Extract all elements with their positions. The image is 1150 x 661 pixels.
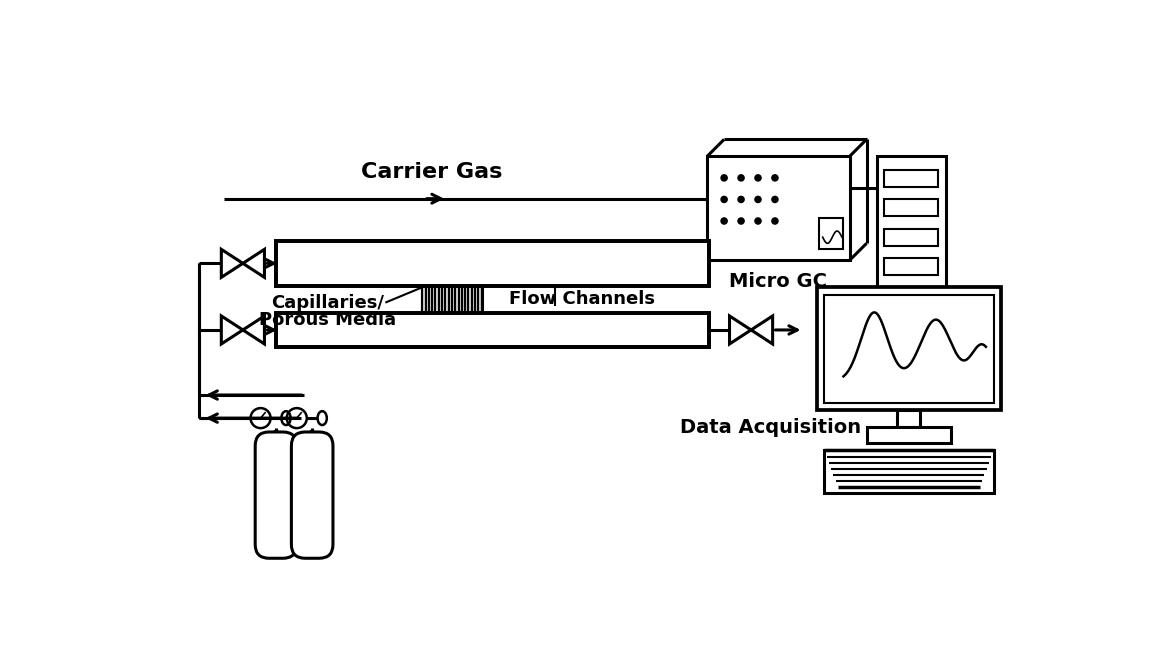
Text: Micro GC: Micro GC <box>729 272 827 292</box>
Bar <box>825 295 994 403</box>
Text: Porous Media: Porous Media <box>259 311 396 329</box>
Bar <box>707 156 850 260</box>
Circle shape <box>754 196 761 202</box>
Text: Flow Channels: Flow Channels <box>508 290 654 308</box>
Bar <box>884 200 938 216</box>
Bar <box>276 241 708 286</box>
Circle shape <box>772 175 779 181</box>
Bar <box>276 313 708 347</box>
Bar <box>897 410 920 428</box>
Circle shape <box>754 218 761 224</box>
Bar <box>422 241 482 347</box>
Bar <box>276 313 708 347</box>
Bar <box>819 218 843 249</box>
Circle shape <box>721 196 727 202</box>
Bar <box>884 258 938 275</box>
Bar <box>884 229 938 246</box>
Bar <box>884 170 938 187</box>
Bar <box>825 450 994 493</box>
Circle shape <box>738 175 744 181</box>
Circle shape <box>754 175 761 181</box>
Circle shape <box>721 218 727 224</box>
Text: Carrier Gas: Carrier Gas <box>361 162 503 182</box>
FancyBboxPatch shape <box>291 432 333 559</box>
Text: Capillaries/: Capillaries/ <box>271 293 384 311</box>
Circle shape <box>738 218 744 224</box>
Bar <box>816 288 1002 410</box>
Circle shape <box>772 218 779 224</box>
Text: Data Acquisition: Data Acquisition <box>680 418 861 437</box>
FancyBboxPatch shape <box>255 432 297 559</box>
Bar <box>867 428 951 443</box>
Bar <box>276 241 708 286</box>
Bar <box>876 156 946 291</box>
Circle shape <box>721 175 727 181</box>
Circle shape <box>738 196 744 202</box>
Circle shape <box>772 196 779 202</box>
